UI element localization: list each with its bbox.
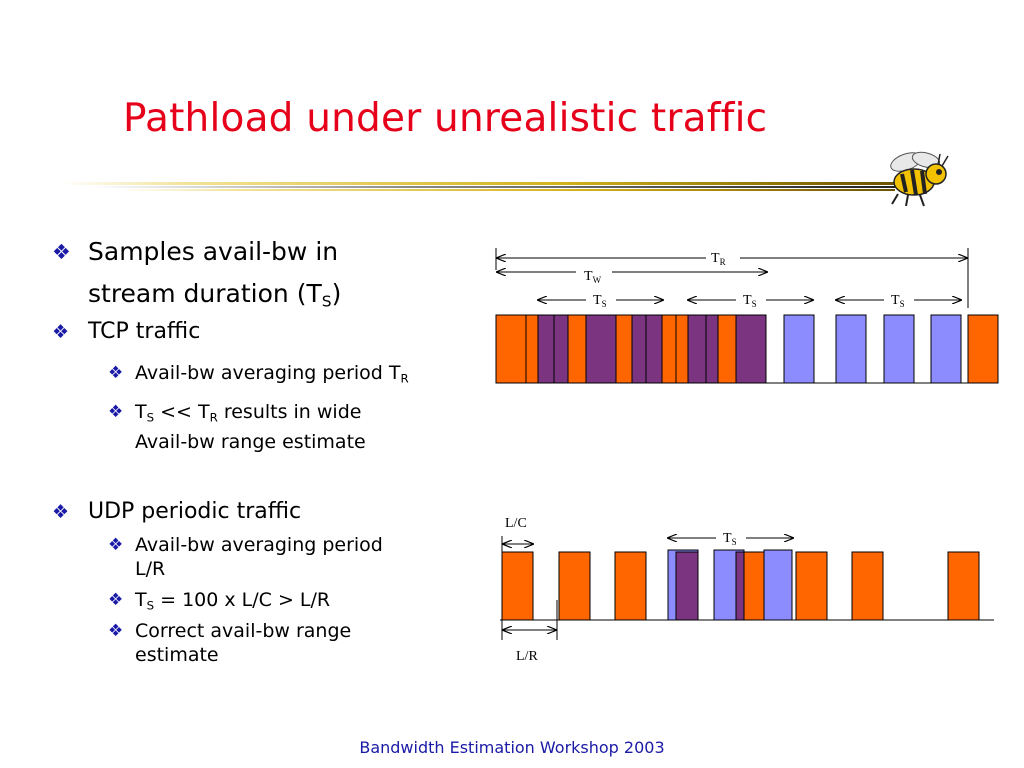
tcp-probe-packet <box>930 314 962 384</box>
slide-title: Pathload under unrealistic traffic <box>123 96 768 141</box>
four-diamond-bullet-icon: ❖ <box>108 363 124 383</box>
tr-label: TR <box>711 251 726 267</box>
subscript-s: S <box>146 598 155 613</box>
tcp-cross-packet <box>567 314 587 384</box>
tcp-probe-packet <box>883 314 915 384</box>
tcp-overlap-packet <box>631 314 647 384</box>
lr-label: L/R <box>516 649 538 664</box>
udp-overlap-packet <box>675 551 699 621</box>
four-diamond-bullet-icon: ❖ <box>108 590 124 610</box>
udp-cross-packet <box>947 551 980 621</box>
bullet-avail-bw-lr-line1: Avail-bw averaging period <box>135 534 383 556</box>
bullet-ts-mid: << T <box>154 401 210 423</box>
udp-traffic-diagram: L/C TS L/R <box>500 516 994 664</box>
udp-cross-packet <box>558 551 591 621</box>
bullet-correct-estimate: ❖ Correct avail-bw range estimate <box>108 619 351 667</box>
tcp-probe-packet <box>783 314 815 384</box>
udp-probe-packet <box>763 549 793 621</box>
tcp-traffic-diagram: TR TW TS TS TS <box>495 248 999 384</box>
bullet-ts-t: T <box>135 401 147 423</box>
tcp-cross-packet <box>967 314 999 384</box>
tcp-cross-packet <box>675 314 689 384</box>
subscript-s: S <box>146 410 155 425</box>
tcp-overlap-packet <box>687 314 707 384</box>
tcp-cross-packet <box>717 314 737 384</box>
bullet-samples-line2: stream duration (T <box>88 279 322 308</box>
lc-label: L/C <box>505 516 527 531</box>
bullet-avail-bw-lr: ❖ Avail-bw averaging period L/R <box>108 533 383 581</box>
tcp-cross-packet <box>495 314 527 384</box>
bullet-ts-equation: ❖ TS = 100 x L/C > L/R <box>108 588 330 612</box>
footer-text: Bandwidth Estimation Workshop 2003 <box>359 738 665 757</box>
yellow-jacket-bee-icon <box>890 151 949 207</box>
udp-overlap-packet <box>735 551 745 621</box>
ts3-label: TS <box>891 293 905 309</box>
four-diamond-bullet-icon: ❖ <box>52 501 70 523</box>
tcp-cross-packet <box>661 314 677 384</box>
bullet-ts-eq-t: T <box>135 589 147 611</box>
tcp-overlap-packet <box>645 314 663 384</box>
ts2-label: TS <box>743 293 757 309</box>
tcp-overlap-packet <box>705 314 719 384</box>
bullet-correct-line1: Correct avail-bw range <box>135 620 352 642</box>
bullet-ts-eq-tail: = 100 x L/C > L/R <box>154 589 331 611</box>
bullet-ts-tr: ❖ TS << TR results in wide Avail-bw rang… <box>108 397 366 457</box>
tcp-overlap-packet <box>537 314 555 384</box>
tw-label: TW <box>584 269 602 285</box>
bullet-samples-line1: Samples avail-bw in <box>88 237 339 266</box>
bullet-udp-text: UDP periodic traffic <box>88 499 302 524</box>
udp-cross-packet <box>795 551 828 621</box>
four-diamond-bullet-icon: ❖ <box>108 402 124 422</box>
bullet-ts-line2: Avail-bw range estimate <box>135 431 366 453</box>
bullet-correct-line2: estimate <box>135 644 219 666</box>
udp-ts-label: TS <box>723 531 737 547</box>
bullet-tcp-traffic: ❖ TCP traffic <box>52 317 200 347</box>
bullet-avail-bw-tr-text: Avail-bw averaging period T <box>135 362 401 384</box>
bullet-udp-traffic: ❖ UDP periodic traffic <box>52 497 301 527</box>
bullet-ts-tail: results in wide <box>217 401 362 423</box>
tcp-cross-packet <box>615 314 633 384</box>
tcp-overlap-packet <box>585 314 617 384</box>
subscript-s: S <box>321 292 332 311</box>
udp-cross-packet <box>501 551 534 621</box>
tcp-probe-packet <box>835 314 867 384</box>
udp-cross-packet <box>851 551 884 621</box>
four-diamond-bullet-icon: ❖ <box>108 621 124 641</box>
tcp-cross-packet <box>525 314 539 384</box>
subscript-r: R <box>209 410 218 425</box>
bullet-samples-tail: ) <box>331 279 342 308</box>
ts1-label: TS <box>593 293 607 309</box>
udp-cross-packet <box>614 551 647 621</box>
bullet-avail-bw-lr-line2: L/R <box>135 558 166 580</box>
title-underline <box>60 182 895 191</box>
udp-cross-packet <box>743 551 765 621</box>
bullet-tcp-text: TCP traffic <box>88 319 201 344</box>
four-diamond-bullet-icon: ❖ <box>108 535 124 555</box>
subscript-r: R <box>400 371 409 386</box>
bullet-avail-bw-tr: ❖ Avail-bw averaging period TR <box>108 361 409 385</box>
four-diamond-bullet-icon: ❖ <box>52 240 71 264</box>
four-diamond-bullet-icon: ❖ <box>52 321 70 343</box>
tcp-overlap-packet <box>735 314 767 384</box>
tcp-overlap-packet <box>553 314 569 384</box>
bullet-samples: ❖ Samples avail-bw in stream duration (T… <box>52 231 341 315</box>
